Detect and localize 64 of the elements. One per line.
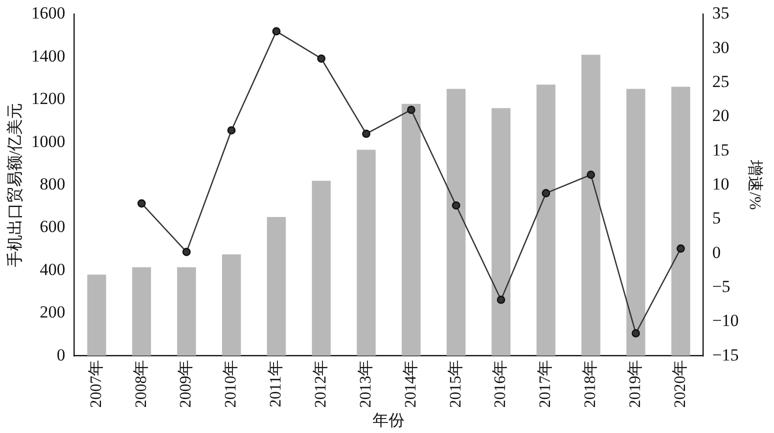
bar <box>626 88 646 356</box>
y2-tick-label: 20 <box>712 106 730 126</box>
y-tick-label: 1200 <box>31 89 66 108</box>
y2-tick-label: 0 <box>712 242 721 262</box>
y-tick-label: 0 <box>56 345 66 364</box>
bar <box>222 254 241 356</box>
point <box>182 248 191 256</box>
x-tick-label: 2010年 <box>222 360 240 408</box>
bar <box>446 88 466 356</box>
x-tick-label: 2020年 <box>672 360 689 408</box>
point <box>676 244 685 253</box>
y2-tick-label: 5 <box>712 208 721 228</box>
point <box>362 130 370 138</box>
bar <box>492 108 510 356</box>
bar <box>581 54 600 356</box>
y2-tick-label: 35 <box>712 4 730 23</box>
point <box>227 126 236 134</box>
y-tick-label: 1000 <box>31 132 66 151</box>
y-tick-label: 1400 <box>31 46 66 66</box>
x-tick-label: 2016年 <box>492 360 510 408</box>
x-tick-label: 2012年 <box>312 360 330 408</box>
bar <box>132 267 152 356</box>
y-tick-label: 800 <box>40 174 66 194</box>
point <box>542 189 550 198</box>
y2-tick-label: 25 <box>712 72 730 91</box>
point <box>632 329 640 338</box>
x-tick-label: 2009年 <box>178 360 195 408</box>
point <box>317 54 326 63</box>
point <box>452 201 460 210</box>
x-tick-label: 2018年 <box>582 360 600 408</box>
point <box>272 27 281 36</box>
bar <box>356 150 376 356</box>
x-tick-label: 2017年 <box>537 360 554 408</box>
bar <box>312 180 331 356</box>
y-axis-title: 手机出口贸易额/亿美元 <box>6 102 24 268</box>
y2-tick-label: −10 <box>712 311 739 330</box>
y2-tick-label: 10 <box>712 174 730 194</box>
point <box>407 106 416 114</box>
point <box>496 296 506 304</box>
y2-tick-label: 30 <box>712 38 730 57</box>
bar <box>177 267 196 356</box>
y2-tick-label: −15 <box>712 345 739 364</box>
bar <box>536 84 556 356</box>
x-tick-label: 2007年 <box>88 360 105 408</box>
y2-tick-label: −5 <box>712 276 730 296</box>
bar <box>402 104 421 356</box>
x-tick-label: 2014年 <box>402 360 420 408</box>
y2-tick-label: 15 <box>712 140 730 160</box>
point <box>586 170 596 179</box>
x-axis-title: 年份 <box>372 412 405 430</box>
point <box>137 199 146 208</box>
x-tick-label: 2013年 <box>357 360 374 408</box>
bar <box>266 217 286 356</box>
y-tick-label: 200 <box>40 302 66 322</box>
y-tick-label: 1600 <box>31 4 66 23</box>
x-tick-label: 2019年 <box>627 360 644 408</box>
y2-axis-title: 增速/% <box>746 159 764 210</box>
y-tick-label: 600 <box>40 217 66 236</box>
y-tick-label: 400 <box>40 260 66 279</box>
x-tick-label: 2011年 <box>268 360 285 408</box>
bar <box>671 86 690 356</box>
x-tick-label: 2008年 <box>132 360 150 408</box>
bar <box>87 274 106 356</box>
x-tick-label: 2015年 <box>447 360 464 408</box>
